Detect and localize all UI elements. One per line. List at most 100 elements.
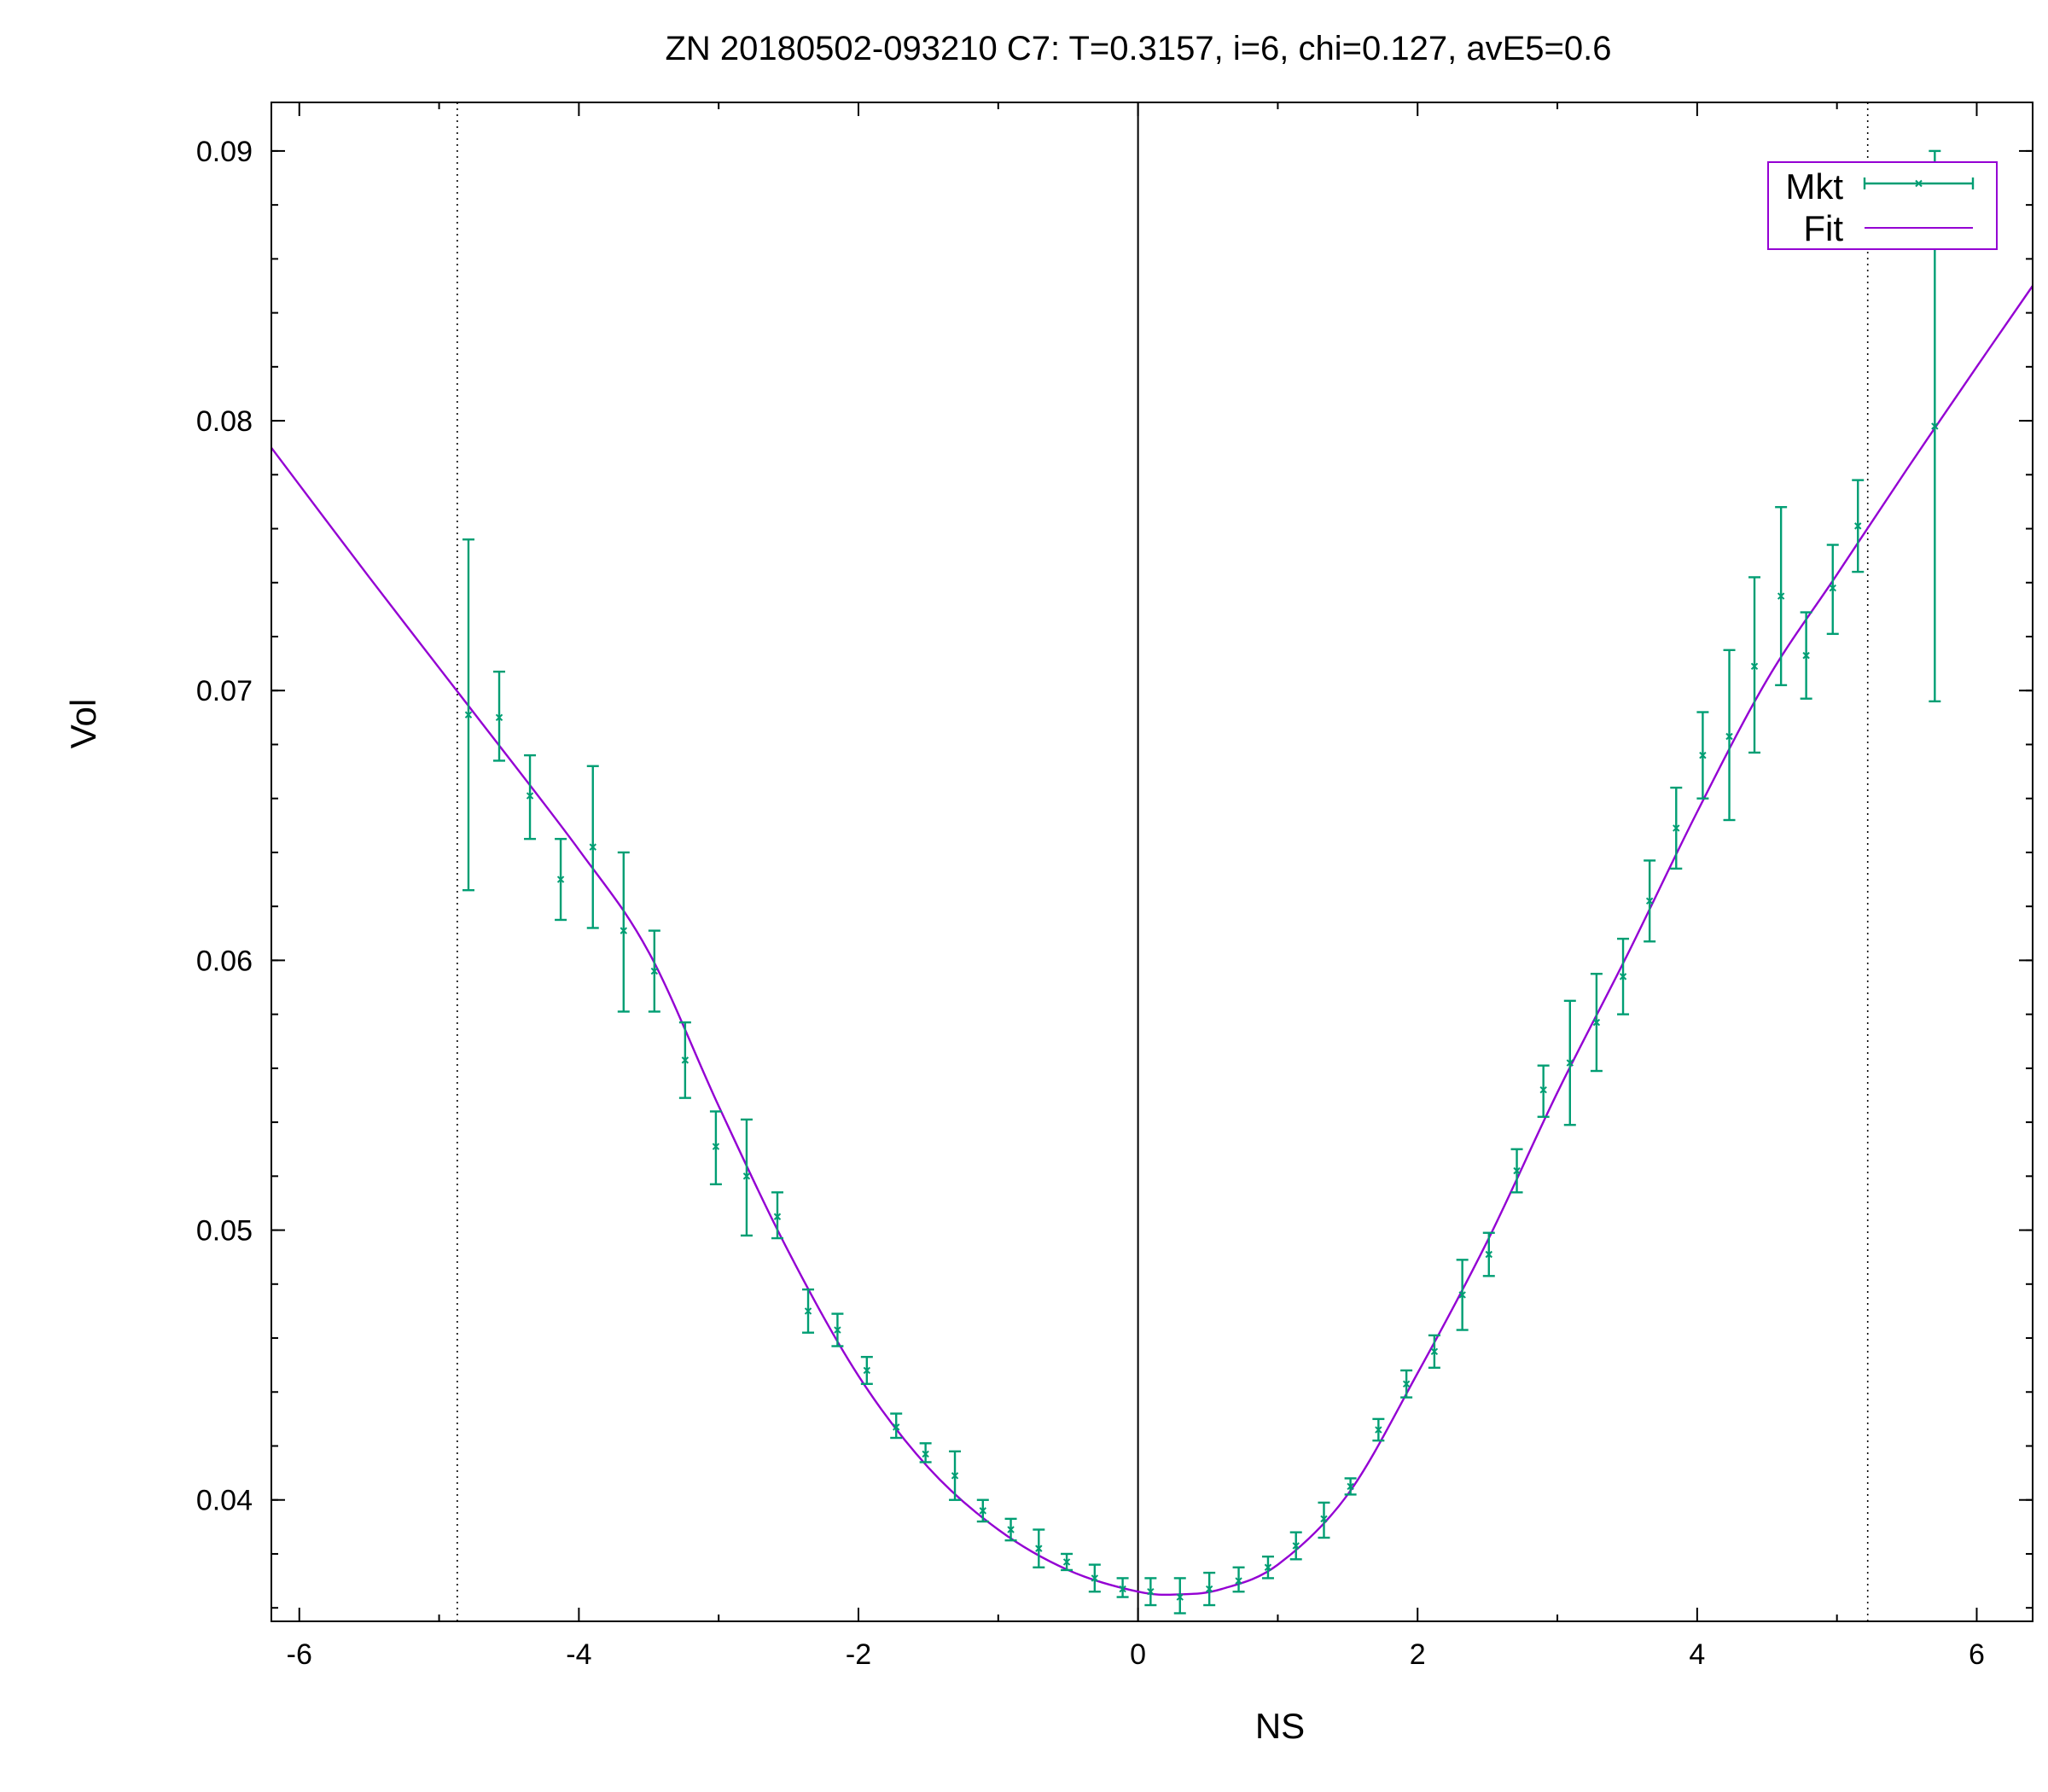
legend-sample-mkt (1863, 177, 1975, 189)
mkt-marker (1205, 1585, 1213, 1593)
mkt-marker (1375, 1426, 1382, 1434)
y-tick-label: 0.09 (196, 136, 253, 168)
mkt-marker (1235, 1577, 1242, 1585)
y-tick-label: 0.04 (196, 1485, 253, 1517)
mkt-marker (1539, 1085, 1547, 1094)
x-tick-label: 4 (1689, 1638, 1705, 1671)
mkt-point-40 (1617, 937, 1630, 1015)
mkt-marker (893, 1423, 900, 1431)
mkt-marker (863, 1366, 871, 1375)
mkt-marker (620, 927, 628, 934)
mkt-marker (1062, 1558, 1071, 1566)
mkt-marker (464, 711, 473, 719)
mkt-marker (1566, 1059, 1574, 1067)
mkt-point-35 (1482, 1231, 1495, 1277)
mkt-marker (773, 1213, 782, 1220)
mkt-point-3 (555, 837, 567, 922)
mkt-point-32 (1400, 1369, 1413, 1399)
mkt-point-17 (976, 1498, 989, 1523)
mkt-marker (742, 1172, 751, 1180)
mkt-marker (1725, 732, 1733, 741)
x-tick-label: -4 (566, 1638, 591, 1671)
mkt-marker (712, 1143, 720, 1150)
reference-lines (457, 102, 1869, 1621)
mkt-marker (1119, 1585, 1126, 1593)
mkt-point-14 (890, 1412, 903, 1440)
mkt-point-5 (617, 851, 630, 1013)
mkt-point-6 (648, 929, 660, 1013)
legend-label-mkt: Mkt (1785, 166, 1843, 207)
mkt-point-48 (1826, 544, 1839, 636)
y-tick-label: 0.08 (196, 405, 253, 438)
mkt-point-29 (1318, 1501, 1330, 1539)
mkt-marker (1091, 1574, 1099, 1582)
mkt-marker (495, 713, 503, 722)
legend-box (1767, 161, 1998, 250)
mkt-point-45 (1748, 576, 1761, 754)
mkt-marker (1673, 824, 1680, 832)
mkt-point-12 (831, 1312, 844, 1347)
legend-label-fit: Fit (1803, 208, 1843, 248)
x-tick-label: 2 (1410, 1638, 1426, 1671)
mkt-point-44 (1723, 649, 1736, 822)
mkt-marker (1430, 1347, 1439, 1356)
mkt-point-38 (1563, 999, 1576, 1126)
mkt-marker (1402, 1380, 1411, 1388)
mkt-point-0 (462, 538, 474, 892)
mkt-point-16 (949, 1450, 962, 1501)
mkt-point-11 (802, 1288, 815, 1334)
x-tick-label: 0 (1130, 1638, 1146, 1671)
x-tick-label: 6 (1969, 1638, 1985, 1671)
mkt-point-8 (709, 1110, 722, 1186)
mkt-point-19 (1033, 1528, 1045, 1568)
mkt-point-30 (1344, 1477, 1357, 1496)
mkt-marker (1931, 422, 1939, 430)
mkt-point-18 (1004, 1517, 1017, 1542)
axes: -6 -4 -2 0 2 4 6 0.04 0.05 0.06 0.07 0.08 0.09 (196, 102, 2033, 1671)
x-tick-label: -6 (287, 1638, 312, 1671)
mkt-point-25 (1203, 1571, 1216, 1607)
mkt-marker (922, 1450, 929, 1458)
mkt-point-1 (493, 670, 506, 762)
mkt-point-28 (1289, 1531, 1302, 1561)
mkt-point-21 (1088, 1563, 1101, 1593)
mkt-marker (1829, 584, 1836, 592)
mkt-marker (1485, 1250, 1492, 1259)
mkt-point-23 (1144, 1577, 1157, 1607)
fit-line (271, 285, 2033, 1597)
mkt-point-4 (586, 765, 599, 929)
mkt-point-15 (919, 1442, 932, 1463)
market-series (462, 149, 1941, 1615)
mkt-marker (834, 1326, 841, 1334)
plot-frame (271, 102, 2033, 1622)
mkt-marker (1619, 973, 1627, 980)
mkt-marker (1699, 751, 1707, 759)
mkt-point-7 (678, 1021, 691, 1099)
mkt-point-2 (524, 753, 537, 841)
mkt-point-39 (1590, 973, 1603, 1073)
x-axis-label: NS (1255, 1706, 1305, 1746)
mkt-marker (979, 1507, 986, 1515)
mkt-marker (951, 1472, 959, 1480)
mkt-point-33 (1428, 1334, 1440, 1370)
y-tick-label: 0.06 (196, 945, 253, 977)
mkt-marker (1750, 662, 1759, 670)
mkt-marker (1592, 1018, 1601, 1027)
mkt-point-9 (740, 1118, 753, 1237)
mkt-point-46 (1775, 506, 1788, 687)
mkt-marker (1176, 1593, 1184, 1601)
mkt-point-24 (1173, 1577, 1186, 1615)
mkt-marker (1347, 1482, 1354, 1491)
mkt-point-37 (1537, 1064, 1550, 1118)
mkt-marker (1854, 522, 1862, 530)
mkt-marker (681, 1056, 689, 1064)
legend-mkt-marker (1915, 179, 1923, 188)
mkt-point-20 (1061, 1552, 1073, 1572)
mkt-point-36 (1510, 1148, 1523, 1194)
y-axis-label: Vol (63, 699, 103, 748)
legend: Mkt Fit (1767, 161, 1998, 250)
mkt-marker (1513, 1167, 1521, 1175)
mkt-marker (589, 843, 596, 851)
mkt-point-47 (1800, 611, 1812, 700)
y-tick-label: 0.07 (196, 675, 253, 707)
